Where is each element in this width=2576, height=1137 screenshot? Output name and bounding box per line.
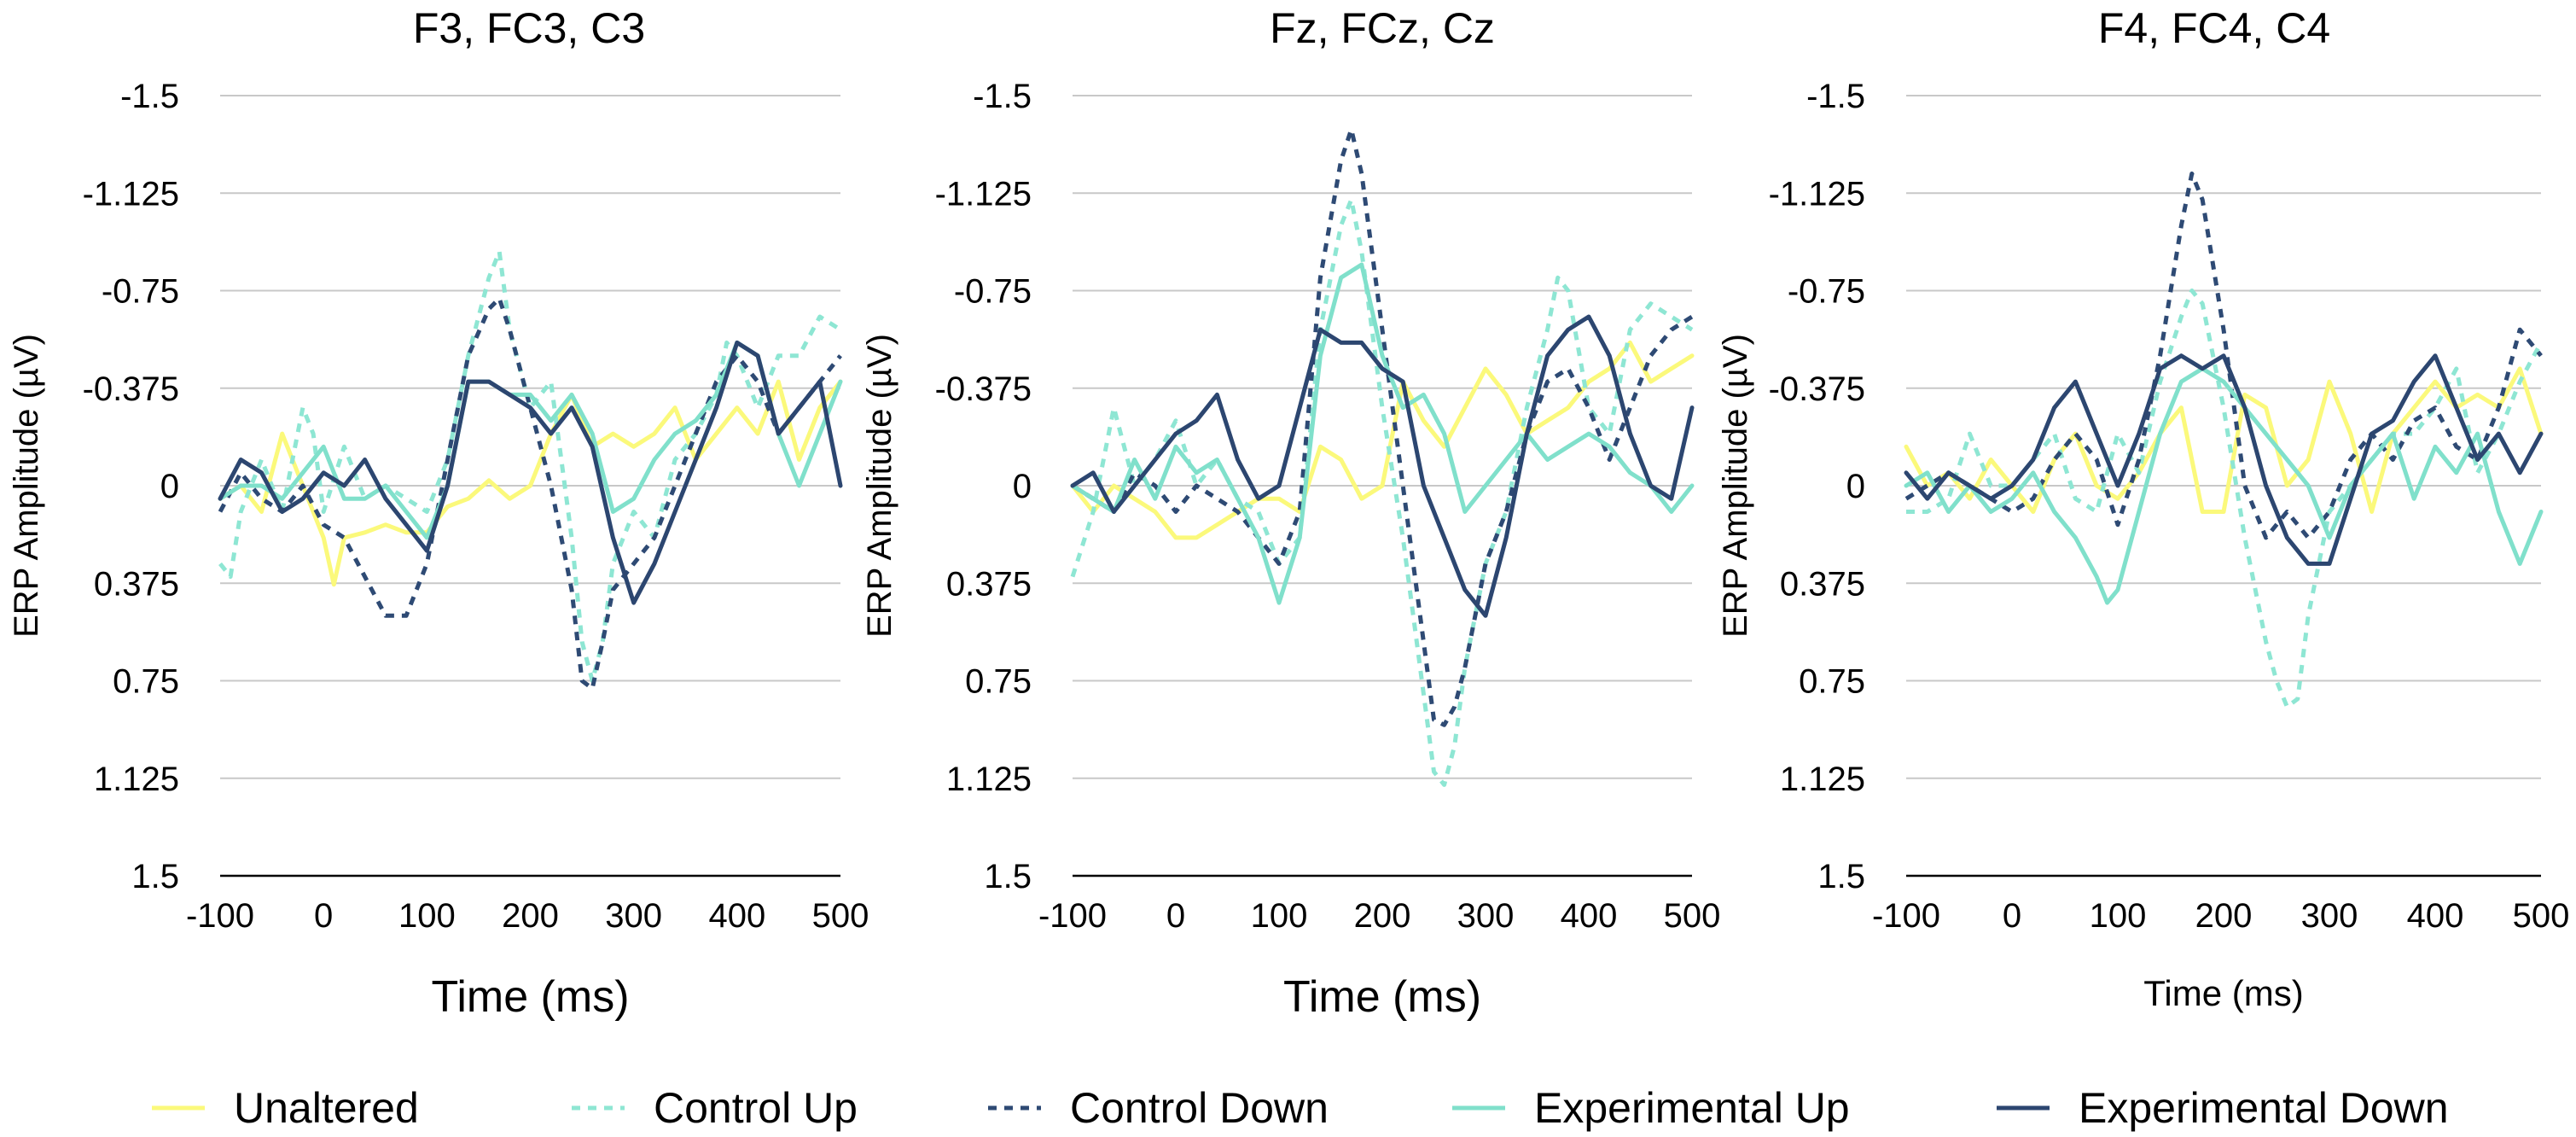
y-tick-label: -0.375 <box>1769 370 1865 408</box>
x-tick-label: 400 <box>708 897 765 935</box>
chart-panel-2: Fz, FCz, Cz -1.5 -1.125 -0.75 -0.375 0 0.375 0.… <box>861 4 1720 1022</box>
x-tick-label: 100 <box>2090 897 2147 935</box>
x-tick-label: 200 <box>2195 897 2253 935</box>
series-line-control-up <box>218 249 842 683</box>
y-axis-title: ERP Amplitude (µV) <box>861 334 898 638</box>
panel-title: F4, FC4, C4 <box>2098 4 2330 52</box>
y-tick-label: -0.75 <box>1788 273 1865 311</box>
x-tick-label: 300 <box>1457 897 1515 935</box>
legend-label: Unaltered <box>234 1084 419 1132</box>
y-tick-label: -0.75 <box>954 273 1032 311</box>
legend: Unaltered Control Up Control Down Experimen… <box>152 1084 2449 1132</box>
series-line-experimental-up <box>1904 366 2544 605</box>
x-tick-label: 100 <box>398 897 456 935</box>
y-tick-label: 1.5 <box>984 858 1032 895</box>
legend-label: Experimental Up <box>1534 1084 1850 1132</box>
y-tick-label: 0 <box>1013 468 1032 505</box>
legend-item-experimental-down: Experimental Down <box>1997 1084 2449 1132</box>
legend-item-control-down: Control Down <box>988 1084 1329 1132</box>
series-line-experimental-down <box>1904 353 2544 566</box>
panel-title: F3, FC3, C3 <box>413 4 645 52</box>
x-axis-title: Time (ms) <box>431 972 629 1022</box>
x-tick-label: 200 <box>502 897 559 935</box>
y-tick-label: 1.125 <box>94 761 179 798</box>
chart-panel-3: F4, FC4, C4 -1.5 -1.125 -0.75 -0.375 0 0.375 0.… <box>1717 4 2569 1013</box>
series-line-control-down <box>218 296 842 691</box>
legend-label: Control Up <box>654 1084 858 1132</box>
legend-item-unaltered: Unaltered <box>152 1084 419 1132</box>
chart-panel-1: F3, FC3, C3 -1.5 -1.125 -0.75 -0.375 0 0.375 0.… <box>8 4 869 1022</box>
y-tick-label: -0.375 <box>83 370 179 408</box>
y-tick-label: 1.5 <box>131 858 179 895</box>
y-tick-label: -0.75 <box>102 273 179 311</box>
series-line-experimental-up <box>1070 262 1695 605</box>
x-tick-label: 100 <box>1251 897 1308 935</box>
series-line-experimental-down <box>1070 314 1695 618</box>
y-tick-label: -1.5 <box>973 78 1032 115</box>
x-tick-label: 400 <box>1561 897 1618 935</box>
y-tick-label: 0.375 <box>94 565 179 603</box>
legend-label: Experimental Down <box>2079 1084 2449 1132</box>
x-axis-title: Time (ms) <box>1283 972 1481 1022</box>
x-tick-label: 500 <box>2513 897 2570 935</box>
y-tick-label: -1.125 <box>1769 175 1865 213</box>
legend-item-experimental-up: Experimental Up <box>1452 1084 1850 1132</box>
x-tick-label: -100 <box>1872 897 1940 935</box>
y-tick-label: 0.75 <box>113 663 179 701</box>
y-tick-label: 0.75 <box>965 663 1032 701</box>
x-tick-label: -100 <box>186 897 254 935</box>
y-tick-label: 0.375 <box>946 565 1032 603</box>
series-line-unaltered <box>1070 340 1695 540</box>
y-tick-label: 0 <box>160 468 179 505</box>
series-line-control-down <box>1904 171 2543 540</box>
y-tick-label: 0 <box>1846 468 1865 505</box>
x-tick-label: 400 <box>2407 897 2464 935</box>
series-line-unaltered <box>218 379 843 587</box>
y-tick-label: 0.375 <box>1780 565 1865 603</box>
x-tick-label: 0 <box>1166 897 1185 935</box>
y-axis-title: ERP Amplitude (µV) <box>1717 334 1754 638</box>
y-tick-label: 1.125 <box>1780 761 1865 798</box>
series-line-control-down <box>1071 127 1694 727</box>
y-tick-label: -1.5 <box>1806 78 1865 115</box>
x-tick-label: 0 <box>314 897 333 935</box>
series-line-control-up <box>1906 289 2544 709</box>
x-tick-label: 300 <box>605 897 662 935</box>
x-tick-label: 200 <box>1354 897 1411 935</box>
x-tick-label: 0 <box>2003 897 2021 935</box>
y-tick-label: -1.125 <box>83 175 179 213</box>
y-tick-label: 0.75 <box>1799 663 1865 701</box>
panel-title: Fz, FCz, Cz <box>1270 4 1495 52</box>
y-tick-label: 1.125 <box>946 761 1032 798</box>
y-tick-label: -1.125 <box>935 175 1032 213</box>
x-tick-label: -100 <box>1038 897 1107 935</box>
y-tick-label: 1.5 <box>1817 858 1865 895</box>
y-axis-title: ERP Amplitude (µV) <box>8 334 45 638</box>
x-tick-label: 500 <box>1664 897 1721 935</box>
legend-label: Control Down <box>1070 1084 1329 1132</box>
legend-item-control-up: Control Up <box>572 1084 858 1132</box>
x-axis-title: Time (ms) <box>2143 973 2303 1013</box>
series-line-experimental-down <box>218 340 843 605</box>
x-tick-label: 500 <box>812 897 869 935</box>
series-line-control-up <box>1070 197 1694 787</box>
y-tick-label: -1.5 <box>120 78 179 115</box>
y-tick-label: -0.375 <box>935 370 1032 408</box>
x-tick-label: 300 <box>2301 897 2358 935</box>
